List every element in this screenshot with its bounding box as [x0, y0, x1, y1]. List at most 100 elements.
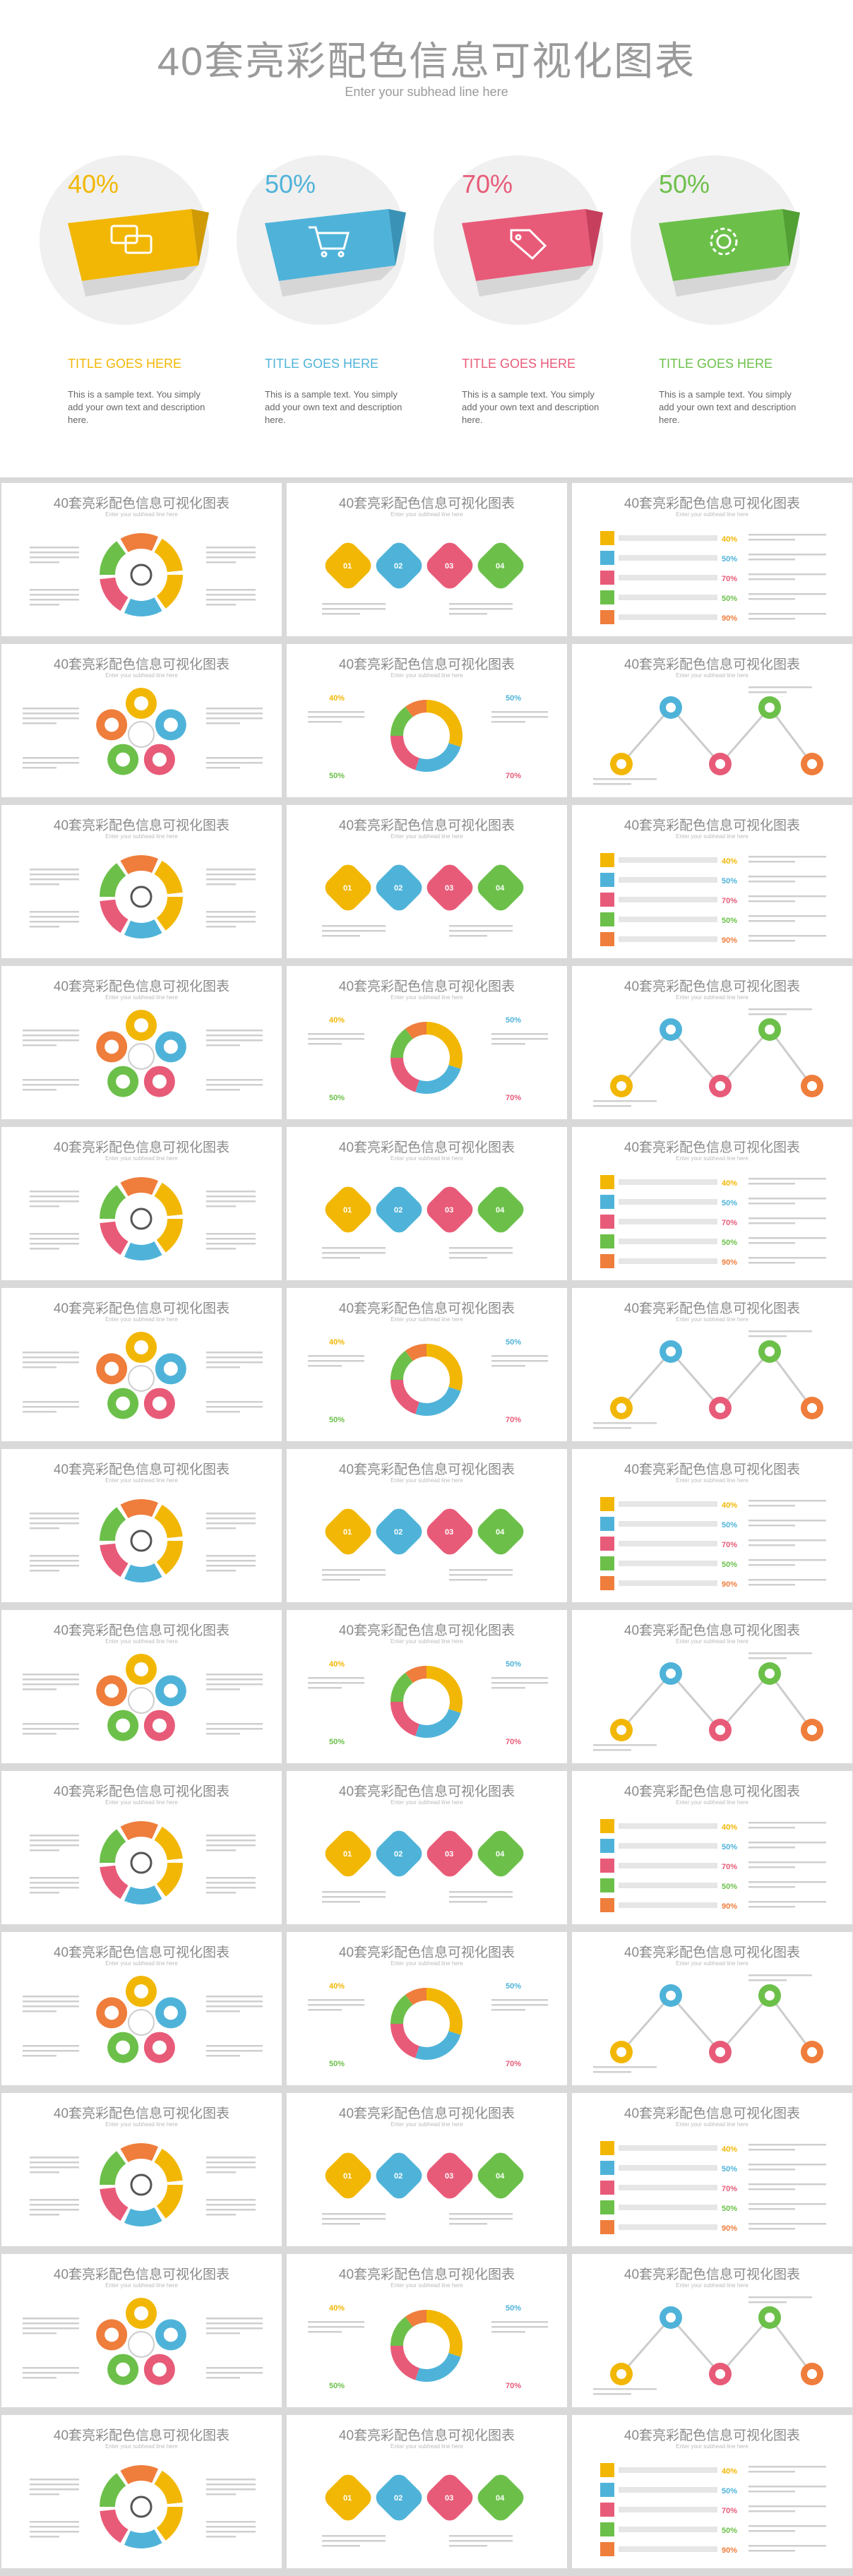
slide-graphic: [23, 1976, 263, 2063]
slide-thumbnail[interactable]: 40% 50% 70% 50% 90% 40套亮彩配色信息可视化图表 Enter your …: [572, 2415, 852, 2568]
text-line: [206, 1844, 256, 1847]
slide-thumbnail[interactable]: 40套亮彩配色信息可视化图表 Enter your subhead line he…: [1, 2254, 282, 2407]
slide-subtitle: Enter your subhead line here: [105, 672, 178, 679]
ring-segment: [156, 896, 183, 931]
slide-thumbnail[interactable]: 01 02 03 04 40套亮彩配色信息可视化图表 Enter your subhead…: [287, 2415, 567, 2568]
slide-thumbnail[interactable]: 40套亮彩配色信息可视化图表 Enter your subhead line he…: [1, 1288, 282, 1441]
diamond-tile: [376, 864, 422, 911]
slide-thumbnail[interactable]: 40套亮彩配色信息可视化图表 Enter your subhead line he…: [1, 805, 282, 958]
text-line: [748, 1861, 826, 1864]
slide-thumbnail[interactable]: 40% 50% 70% 50% 90% 40套亮彩配色信息可视化图表 Enter your …: [572, 1449, 852, 1602]
step-icon: [715, 1403, 725, 1413]
donut-segment: [390, 2345, 420, 2380]
slide-thumbnail[interactable]: 01 02 03 04 40套亮彩配色信息可视化图表 Enter your subhead…: [287, 483, 567, 636]
slide-thumbnail[interactable]: 40% 50% 50% 70% 40套亮彩配色信息可视化图表 Enter your sub…: [287, 2254, 567, 2407]
diamond-tile: [376, 2152, 422, 2199]
text-line: [748, 2466, 826, 2468]
text-line: [491, 2004, 548, 2006]
slide-title: 40套亮彩配色信息可视化图表: [53, 818, 230, 833]
text-line: [748, 881, 795, 883]
text-line: [23, 2327, 79, 2330]
slide-thumbnail[interactable]: 40套亮彩配色信息可视化图表 Enter your subhead line he…: [1, 1771, 282, 1924]
slide-graphic: [593, 1974, 823, 2073]
slide-thumbnail[interactable]: 40套亮彩配色信息可视化图表 Enter your subhead line he…: [1, 1932, 282, 2085]
slide-thumbnail[interactable]: 01 02 03 04 40套亮彩配色信息可视化图表 Enter your subhead…: [287, 1127, 567, 1280]
text-line: [748, 2545, 826, 2547]
petal-icon: [152, 2362, 167, 2377]
slide-subtitle: Enter your subhead line here: [105, 994, 178, 1001]
slide-title: 40套亮彩配色信息可视化图表: [53, 1140, 230, 1155]
slide-thumbnail[interactable]: 40% 50% 70% 50% 90% 40套亮彩配色信息可视化图表 Enter your …: [572, 483, 852, 636]
slide-thumbnail[interactable]: 40套亮彩配色信息可视化图表 Enter your subhead line he…: [1, 1127, 282, 1280]
text-line: [748, 2203, 826, 2205]
slide-graphic: 01 02 03 04: [322, 542, 524, 615]
slide-thumbnail[interactable]: 01 02 03 04 40套亮彩配色信息可视化图表 Enter your subhead…: [287, 805, 567, 958]
slide-thumbnail[interactable]: 40套亮彩配色信息可视化图表 Enter your subhead line he…: [1, 1610, 282, 1763]
slide-thumbnail[interactable]: 40套亮彩配色信息可视化图表 Enter your subhead line he…: [572, 2254, 852, 2407]
slide-thumbnail[interactable]: 01 02 03 04 40套亮彩配色信息可视化图表 Enter your subhead…: [287, 1771, 567, 1924]
text-line: [206, 1849, 236, 1852]
text-line: [748, 2208, 795, 2210]
slide-thumbnail[interactable]: 40套亮彩配色信息可视化图表 Enter your subhead line he…: [1, 2093, 282, 2246]
donut-segment: [390, 1994, 413, 2025]
text-line: [449, 608, 513, 610]
slide-thumbnail[interactable]: 40% 50% 50% 70% 40套亮彩配色信息可视化图表 Enter your sub…: [287, 1932, 567, 2085]
slide-thumbnail[interactable]: 40% 50% 50% 70% 40套亮彩配色信息可视化图表 Enter your sub…: [287, 1610, 567, 1763]
slide-graphic: 40% 50% 50% 70%: [308, 1016, 548, 1102]
text-line: [206, 547, 256, 549]
slide-thumbnail[interactable]: 40% 50% 50% 70% 40套亮彩配色信息可视化图表 Enter your sub…: [287, 644, 567, 797]
icon-square: [600, 1878, 614, 1892]
text-line: [308, 2321, 364, 2323]
text-line: [23, 2005, 79, 2008]
text-line: [206, 1205, 236, 1208]
slide-thumbnail[interactable]: 40套亮彩配色信息可视化图表 Enter your subhead line he…: [572, 644, 852, 797]
petal-icon: [163, 1039, 178, 1054]
text-line: [23, 1044, 56, 1046]
bar-track: [619, 1219, 717, 1224]
text-line: [748, 1217, 826, 1220]
slide-thumbnail[interactable]: 40套亮彩配色信息可视化图表 Enter your subhead line he…: [1, 483, 282, 636]
slide-subtitle: Enter your subhead line here: [390, 1960, 463, 1967]
slide-title: 40套亮彩配色信息可视化图表: [338, 496, 515, 511]
slide-thumbnail[interactable]: 40套亮彩配色信息可视化图表 Enter your subhead line he…: [572, 1610, 852, 1763]
slide-thumbnail[interactable]: 01 02 03 04 40套亮彩配色信息可视化图表 Enter your subhead…: [287, 1449, 567, 1602]
slide-thumbnail[interactable]: 40套亮彩配色信息可视化图表 Enter your subhead line he…: [572, 1932, 852, 2085]
slide-thumbnail[interactable]: 40% 50% 70% 50% 90% 40套亮彩配色信息可视化图表 Enter your …: [572, 2093, 852, 2246]
slide-thumbnail[interactable]: 40% 50% 70% 50% 90% 40套亮彩配色信息可视化图表 Enter your …: [572, 1127, 852, 1280]
slide-thumbnail[interactable]: 40套亮彩配色信息可视化图表 Enter your subhead line he…: [1, 1449, 282, 1602]
slide-thumbnail[interactable]: 40套亮彩配色信息可视化图表 Enter your subhead line he…: [572, 1288, 852, 1441]
donut-segment: [426, 2310, 463, 2357]
diamond-tile: [426, 1830, 473, 1877]
slide-thumbnail[interactable]: 40套亮彩配色信息可视化图表 Enter your subhead line he…: [1, 2415, 282, 2568]
slide-subtitle: Enter your subhead line here: [676, 2282, 748, 2289]
slide-thumbnail[interactable]: 40套亮彩配色信息可视化图表 Enter your subhead line he…: [572, 966, 852, 1119]
text-line: [206, 717, 263, 720]
text-line: [206, 1361, 263, 1364]
slide-thumbnail[interactable]: 40% 50% 50% 70% 40套亮彩配色信息可视化图表 Enter your sub…: [287, 1288, 567, 1441]
data-label: 01: [343, 884, 352, 893]
slide-graphic: [30, 1499, 256, 1582]
slide-thumbnail[interactable]: 40% 50% 70% 50% 90% 40套亮彩配色信息可视化图表 Enter your …: [572, 805, 852, 958]
text-line: [322, 2218, 386, 2220]
slide-thumbnail[interactable]: 40% 50% 50% 70% 40套亮彩配色信息可视化图表 Enter your sub…: [287, 966, 567, 1119]
text-line: [748, 2144, 826, 2146]
ring-segment: [100, 2473, 126, 2508]
text-line: [449, 2223, 487, 2225]
text-line: [23, 1688, 56, 1690]
slide-thumbnail[interactable]: 40% 50% 70% 50% 90% 40套亮彩配色信息可视化图表 Enter your …: [572, 1771, 852, 1924]
text-line: [23, 712, 79, 715]
slide-thumbnail[interactable]: 40套亮彩配色信息可视化图表 Enter your subhead line he…: [1, 966, 282, 1119]
data-label: 01: [343, 562, 352, 571]
data-label: 04: [496, 562, 505, 571]
slide-thumbnail[interactable]: 40套亮彩配色信息可视化图表 Enter your subhead line he…: [1, 644, 282, 797]
data-label: 03: [445, 2172, 453, 2181]
data-label: 70%: [722, 897, 737, 905]
petal-icon: [134, 1662, 148, 1676]
step-icon: [715, 759, 725, 769]
icon-square: [600, 2522, 614, 2536]
text-line: [30, 1522, 79, 1525]
slide-graphic: 40% 50% 70% 50% 90%: [600, 2463, 826, 2556]
text-line: [206, 2531, 256, 2533]
slide-thumbnail[interactable]: 01 02 03 04 40套亮彩配色信息可视化图表 Enter your subhead…: [287, 2093, 567, 2246]
text-line: [23, 2367, 79, 2369]
